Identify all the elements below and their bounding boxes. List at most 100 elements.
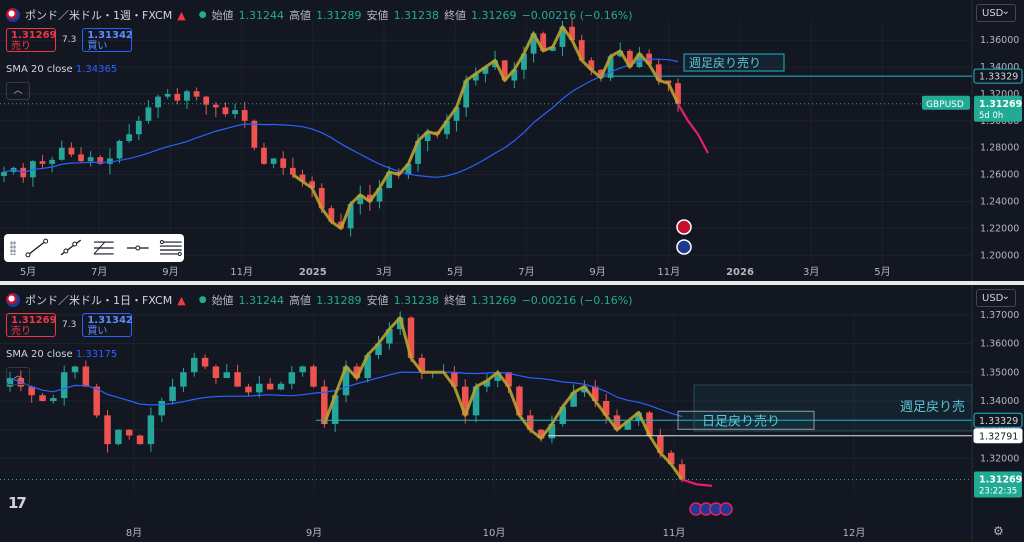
x-tick-label: 8月 [126,527,142,539]
countdown-label: 5d 0h [979,111,1003,121]
candle-body [222,107,229,115]
currency-selector[interactable]: USD [976,3,1016,22]
horizontal-line-tool-icon[interactable] [125,238,151,258]
x-tick-label: 11月 [230,266,253,278]
change-value: −0.00216 (−0.16%) [521,8,633,22]
sell-label: 売り [11,326,31,337]
x-tick-label: 9月 [162,266,178,278]
daily-symbol-title[interactable]: ポンド／米ドル・1日・FXCM [25,294,173,307]
x-tick-label: 11月 [663,527,686,539]
projection-line [681,478,713,487]
candle-body [482,67,489,74]
candle-body [277,383,285,390]
candle-body [376,188,383,202]
market-status-icon: ● [198,10,207,20]
collapse-legend-button[interactable]: ︿ [6,82,30,100]
high-value: 1.31289 [316,293,362,307]
candle-body [280,158,287,168]
sma-indicator-legend[interactable]: SMA 20 close 1.33175 [6,349,117,360]
candle-body [483,380,491,387]
candle-body [115,429,122,445]
x-tick-label: 3月 [376,266,392,278]
drag-handle-icon[interactable] [10,241,16,255]
candle-body [136,435,144,445]
x-tick-label: 11月 [657,266,680,278]
candle-body [453,107,460,121]
candle-body [266,383,274,390]
candle-body [549,46,556,51]
candle-body [68,147,75,155]
collapse-legend-button[interactable]: ︿ [6,367,30,385]
candle-body [87,157,94,162]
weekly-zone-label: 週足戻り売 [900,399,965,415]
projection-line [677,103,709,154]
daily-chart-panel[interactable]: 8月 9月 10月 11月 12月 1.37000 1.36000 1.35000 1.3400… [0,285,1024,542]
level-price-tag [973,412,1023,428]
candle-body [657,435,664,453]
candle-body [516,386,523,416]
weekly-chart-canvas[interactable]: 5月 7月 9月 11月 2025 3月 5月 7月 9月 11月 2026 3月 5月 1.36000 1… [0,0,1024,281]
last-price-tag [974,471,1022,498]
candle-body [530,33,537,54]
high-value: 1.31289 [316,8,362,22]
weekly-chart-panel[interactable]: 5月 7月 9月 11月 2025 3月 5月 7月 9月 11月 2026 3月 5月 1.36000 1… [0,0,1024,281]
candle-body [331,395,339,424]
x-tick-label: 5月 [447,266,463,278]
sell-button[interactable]: 1.31269 売り [6,313,57,337]
y-tick-label: 1.37000 [980,310,1019,321]
candle-body [193,91,200,97]
y-tick-label: 1.22000 [980,223,1019,234]
weekly-annotation-box [683,53,785,72]
sma-line [3,58,679,178]
candle-body [169,386,176,401]
tradingview-logo[interactable]: 17 [8,494,27,512]
parallel-channel-tool-icon[interactable] [158,238,184,258]
candle-body [537,429,545,439]
candle-body [270,158,277,164]
candle-body [289,167,296,175]
ray-tool-icon[interactable] [58,238,84,258]
candle-body [636,53,643,68]
candle-body [375,343,382,355]
gbpusd-flag-icon [6,8,20,22]
sma-label: SMA 20 close [6,64,73,75]
candle-body [342,366,350,396]
y-tick-label: 1.34000 [980,396,1019,407]
candle-body [328,208,335,222]
alert-bell-icon[interactable]: ▲ [177,293,186,307]
settings-gear-icon[interactable]: ⚙ [993,524,1004,538]
daily-chart-canvas[interactable]: 8月 9月 10月 11月 12月 1.37000 1.36000 1.35000 1.3400… [0,285,1024,542]
panel-divider[interactable] [0,281,1024,285]
market-status-icon: ● [198,295,207,305]
candle-body [472,73,479,81]
candle-body [71,366,79,373]
candle-body [39,395,46,401]
daily-legend: ポンド／米ドル・1日・FXCM ▲ ● 始値 1.31244 高値 1.31289 … [6,292,633,308]
candle-body [147,415,155,445]
x-tick-label: 2026 [726,267,754,278]
alert-bell-icon[interactable]: ▲ [177,8,186,22]
close-label: 終値 [444,294,467,307]
y-tick-label: 1.28000 [980,143,1019,154]
candle-body [635,412,642,422]
sma-indicator-legend[interactable]: SMA 20 close 1.34365 [6,64,117,75]
sell-button[interactable]: 1.31269 売り [6,28,57,52]
x-tick-label: 5月 [20,266,36,278]
weekly-symbol-title[interactable]: ポンド／米ドル・1週・FXCM [25,9,173,22]
sell-price: 1.31269 [11,30,57,41]
candle-body [288,372,296,384]
candle-body [592,386,599,401]
candle-body [667,452,675,465]
level-price-label: 1.33329 [979,416,1018,427]
candle-body [424,131,431,141]
candle-body [201,357,209,367]
buy-button[interactable]: 1.31342 買い [82,28,133,52]
candle-body [145,107,152,121]
currency-selector[interactable]: USD [976,288,1016,307]
candle-body [357,194,364,205]
trend-line-tool-icon[interactable] [24,238,50,258]
fib-retracement-tool-icon[interactable] [91,238,117,258]
candle-body [602,401,610,416]
x-tick-label: 3月 [803,266,819,278]
buy-button[interactable]: 1.31342 買い [82,313,133,337]
